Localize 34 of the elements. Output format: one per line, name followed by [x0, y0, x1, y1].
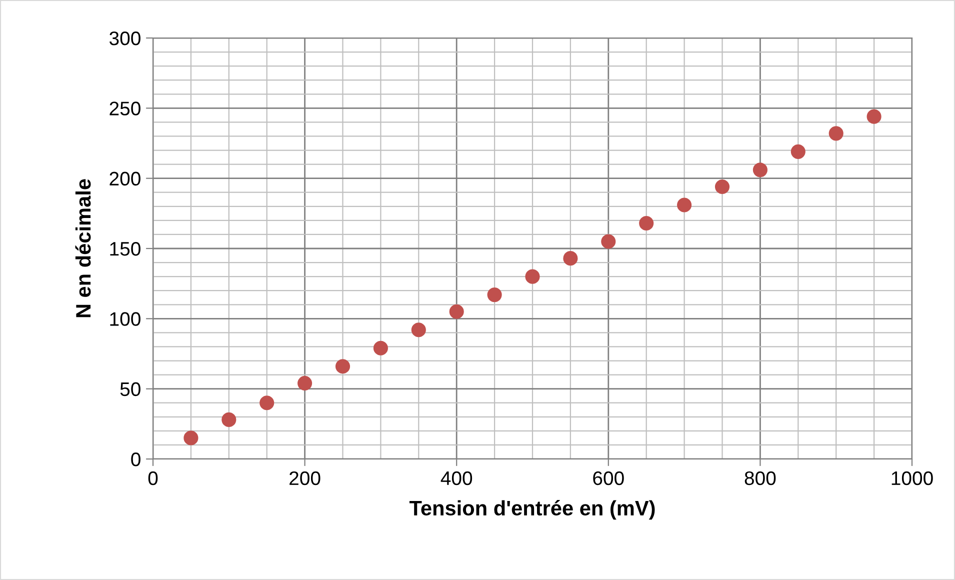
point	[714, 179, 730, 194]
point	[790, 144, 806, 159]
point	[298, 376, 312, 391]
x-tick-label: 0	[148, 471, 158, 486]
y-tick-label: 150	[110, 242, 140, 256]
point	[487, 288, 502, 302]
point	[222, 412, 236, 427]
point	[260, 396, 274, 410]
x-tick-label: 600	[593, 471, 624, 486]
x-tick-label: 400	[440, 471, 472, 486]
point	[563, 251, 578, 266]
point	[677, 198, 692, 212]
y-tick-label: 100	[110, 312, 140, 326]
point	[411, 322, 426, 338]
y-axis-title: N en décimale	[75, 179, 91, 318]
x-axis-title: Tension d'entrée en (mV)	[409, 500, 655, 520]
point	[335, 359, 350, 374]
y-tick-label: 50	[120, 382, 140, 396]
x-tick-label: 1000	[892, 471, 933, 486]
y-tick-label: 200	[110, 172, 140, 186]
point	[525, 269, 540, 284]
y-tick-label: 250	[110, 102, 140, 116]
x-tick-label: 200	[290, 471, 320, 486]
point	[449, 304, 464, 319]
point	[752, 162, 768, 178]
point	[866, 109, 882, 124]
point	[184, 430, 198, 446]
y-tick-label: 0	[131, 452, 140, 466]
point	[639, 216, 654, 231]
x-tick-label: 800	[744, 471, 776, 486]
y-tick-label: 300	[109, 31, 140, 46]
point	[601, 234, 616, 249]
point	[373, 340, 388, 356]
point	[828, 126, 844, 141]
